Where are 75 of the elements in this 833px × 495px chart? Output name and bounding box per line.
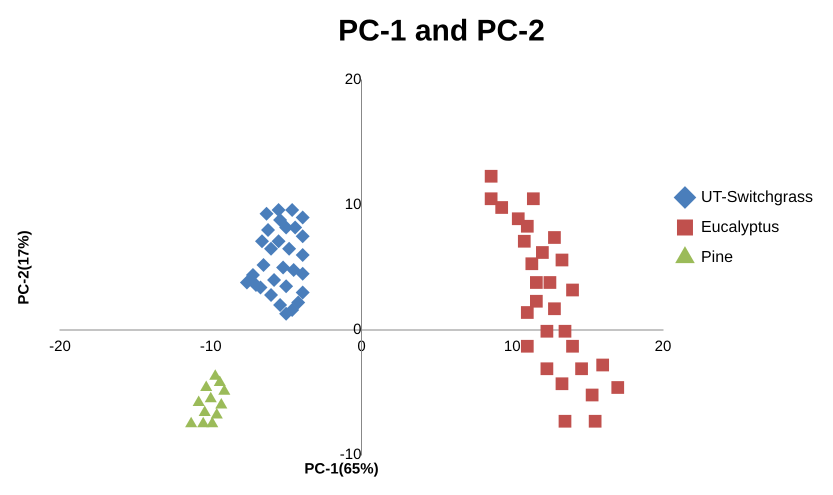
point [611,381,624,394]
point [520,340,534,353]
point [586,388,598,402]
point [518,234,531,248]
point [296,266,310,281]
point [264,242,278,256]
point [286,263,301,277]
point [279,279,294,294]
point [530,276,543,289]
y-tick-label: 20 [344,71,362,88]
point [575,362,588,376]
point [285,203,300,217]
point [556,254,568,266]
point [272,203,286,217]
point [520,220,534,233]
y-tick-label: -10 [340,446,362,464]
y-tick-label: 10 [344,196,362,214]
x-tick-label: 10 [504,338,521,356]
point [267,273,282,287]
point [556,377,568,390]
point [273,298,288,312]
point [296,286,310,300]
point [548,302,561,316]
point [540,362,554,376]
x-tick-label: 20 [654,338,672,356]
point [198,406,211,416]
point [296,248,310,262]
point [495,201,508,214]
point [254,234,269,248]
point [291,296,306,310]
point [484,170,498,183]
legend-label: Eucalyptus [700,218,780,236]
point [214,376,226,386]
point [282,242,296,256]
point [273,213,288,227]
y-axis-title: PC-2(17%) [16,230,33,305]
point [215,398,228,408]
point [296,210,310,224]
point [525,257,538,270]
point [260,206,274,221]
x-axis-title: PC-1(65%) [304,460,379,478]
point [558,324,572,338]
point [256,258,271,272]
x-tick-label: -10 [200,338,222,356]
point [548,231,561,244]
legend-label: Pine [700,248,734,266]
point [185,416,198,428]
point [536,246,549,259]
point [540,324,554,338]
point [264,288,278,302]
point [558,414,572,428]
chart-title: PC-1 and PC-2 [338,14,545,48]
point [200,380,212,391]
point [530,294,543,308]
point [272,234,286,248]
point [210,408,223,418]
point [204,392,217,402]
legend-label: UT-Switchgrass [700,188,814,206]
point [484,192,498,206]
point [240,276,254,290]
y-tick-label: 0 [353,321,362,338]
point [246,268,260,282]
x-tick-label: -20 [49,338,71,356]
point [588,414,602,428]
point [261,223,276,237]
point [520,306,534,319]
point [276,260,290,274]
point [566,340,579,353]
point [296,229,310,244]
point [596,358,610,372]
point [566,284,579,296]
point [526,192,540,206]
point [544,276,556,289]
point [192,396,205,406]
point [197,416,210,428]
